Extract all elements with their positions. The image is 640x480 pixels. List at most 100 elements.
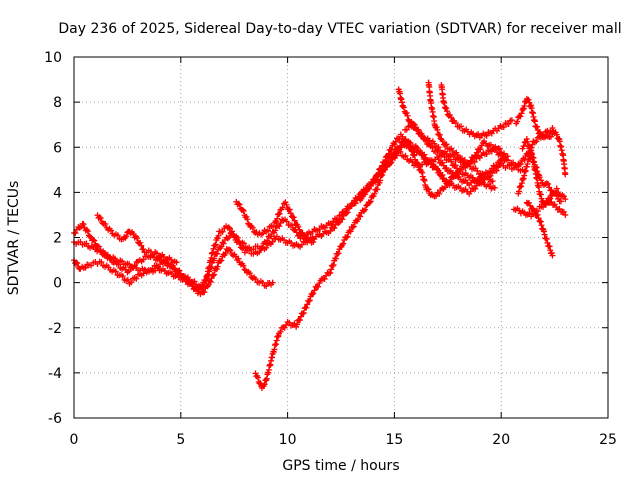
data-point: [140, 246, 147, 253]
data-point: [207, 278, 214, 285]
data-point: [264, 227, 271, 234]
data-point: [414, 126, 421, 133]
data-point: [538, 177, 545, 184]
data-point: [459, 155, 466, 162]
data-point: [199, 283, 206, 290]
data-point: [104, 251, 111, 258]
data-point: [220, 240, 227, 247]
data-point: [378, 165, 385, 172]
data-point: [404, 112, 411, 119]
plot-area: [71, 79, 569, 391]
data-point: [309, 291, 316, 298]
data-point: [439, 159, 446, 166]
series-track-8: [395, 86, 509, 168]
data-point: [371, 190, 378, 197]
data-point: [310, 290, 317, 297]
data-point: [211, 242, 218, 249]
data-point: [477, 146, 484, 153]
x-tick-label: 15: [385, 432, 403, 448]
data-point: [281, 324, 288, 331]
data-point: [245, 220, 252, 227]
data-point: [441, 99, 448, 106]
data-point: [252, 276, 259, 283]
data-point: [343, 234, 350, 241]
data-point: [72, 230, 79, 237]
data-point: [97, 215, 104, 222]
data-point: [112, 268, 119, 275]
data-point: [399, 133, 406, 140]
data-point: [403, 109, 410, 116]
data-point: [226, 225, 233, 232]
data-point: [300, 309, 307, 316]
data-point: [191, 278, 198, 285]
data-point: [534, 123, 541, 130]
data-point: [211, 271, 218, 278]
data-point: [214, 263, 221, 270]
data-point: [546, 243, 553, 250]
data-point: [133, 275, 140, 282]
data-point: [474, 177, 481, 184]
data-point: [263, 244, 270, 251]
data-point: [403, 126, 410, 133]
data-point: [226, 246, 233, 253]
data-point: [487, 141, 494, 148]
data-point: [381, 158, 388, 165]
data-point: [344, 209, 351, 216]
data-point: [562, 171, 569, 178]
data-point: [125, 268, 132, 275]
grid-lines: [74, 57, 608, 418]
data-point: [422, 154, 429, 161]
data-point: [350, 223, 357, 230]
series-track-4: [94, 212, 180, 266]
y-tick-label: 0: [53, 276, 62, 292]
y-tick-label: 10: [44, 50, 62, 66]
data-point: [119, 273, 126, 280]
data-point: [304, 301, 311, 308]
data-point: [273, 233, 280, 240]
data-point: [443, 164, 450, 171]
data-point: [227, 247, 234, 254]
data-point: [230, 252, 237, 259]
y-tick-label: 4: [53, 185, 62, 201]
data-point: [269, 238, 276, 245]
data-point: [80, 221, 87, 228]
data-point: [327, 269, 334, 276]
data-point: [434, 126, 441, 133]
data-point: [444, 108, 451, 115]
series-track-3: [71, 246, 276, 298]
data-point: [518, 110, 525, 117]
data-point: [315, 283, 322, 290]
data-point: [558, 198, 565, 205]
data-point: [352, 200, 359, 207]
data-point: [327, 228, 334, 235]
x-tick-label: 5: [176, 432, 185, 448]
data-point: [410, 151, 417, 158]
data-point: [291, 217, 298, 224]
data-point: [441, 184, 448, 191]
data-point: [435, 156, 442, 163]
data-point: [394, 149, 401, 156]
data-point: [384, 153, 391, 160]
y-tick-label: -4: [48, 366, 62, 382]
data-point: [344, 233, 351, 240]
data-point: [496, 145, 503, 152]
data-point: [347, 228, 354, 235]
data-point: [436, 131, 443, 138]
data-point: [545, 181, 552, 188]
data-point: [474, 167, 481, 174]
data-point: [479, 170, 486, 177]
data-point: [471, 158, 478, 165]
data-point: [328, 266, 335, 273]
data-point: [363, 202, 370, 209]
data-point: [134, 235, 141, 242]
data-point: [400, 104, 407, 111]
x-tick-label: 25: [599, 432, 617, 448]
data-point: [417, 147, 424, 154]
data-point: [82, 264, 89, 271]
data-point: [303, 304, 310, 311]
data-point: [446, 178, 453, 185]
data-point: [525, 96, 532, 103]
data-point: [544, 239, 551, 246]
data-point: [87, 233, 94, 240]
data-point: [375, 170, 382, 177]
